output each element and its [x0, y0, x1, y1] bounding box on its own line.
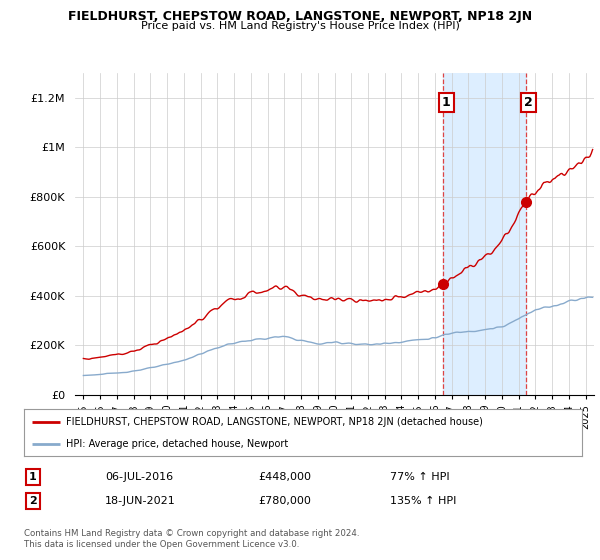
Text: FIELDHURST, CHEPSTOW ROAD, LANGSTONE, NEWPORT, NP18 2JN: FIELDHURST, CHEPSTOW ROAD, LANGSTONE, NE…	[68, 10, 532, 22]
Text: Price paid vs. HM Land Registry's House Price Index (HPI): Price paid vs. HM Land Registry's House …	[140, 21, 460, 31]
Text: 135% ↑ HPI: 135% ↑ HPI	[390, 496, 457, 506]
Text: 1: 1	[29, 472, 37, 482]
Text: Contains HM Land Registry data © Crown copyright and database right 2024.
This d: Contains HM Land Registry data © Crown c…	[24, 529, 359, 549]
Bar	[443, 73, 526, 395]
Text: 06-JUL-2016: 06-JUL-2016	[105, 472, 173, 482]
Text: 2: 2	[524, 96, 533, 109]
Text: FIELDHURST, CHEPSTOW ROAD, LANGSTONE, NEWPORT, NP18 2JN (detached house): FIELDHURST, CHEPSTOW ROAD, LANGSTONE, NE…	[66, 417, 483, 427]
Text: £780,000: £780,000	[258, 496, 311, 506]
Text: HPI: Average price, detached house, Newport: HPI: Average price, detached house, Newp…	[66, 438, 288, 449]
Text: 77% ↑ HPI: 77% ↑ HPI	[390, 472, 449, 482]
Text: 2: 2	[29, 496, 37, 506]
Text: 18-JUN-2021: 18-JUN-2021	[105, 496, 176, 506]
Text: £448,000: £448,000	[258, 472, 311, 482]
Text: 1: 1	[442, 96, 451, 109]
